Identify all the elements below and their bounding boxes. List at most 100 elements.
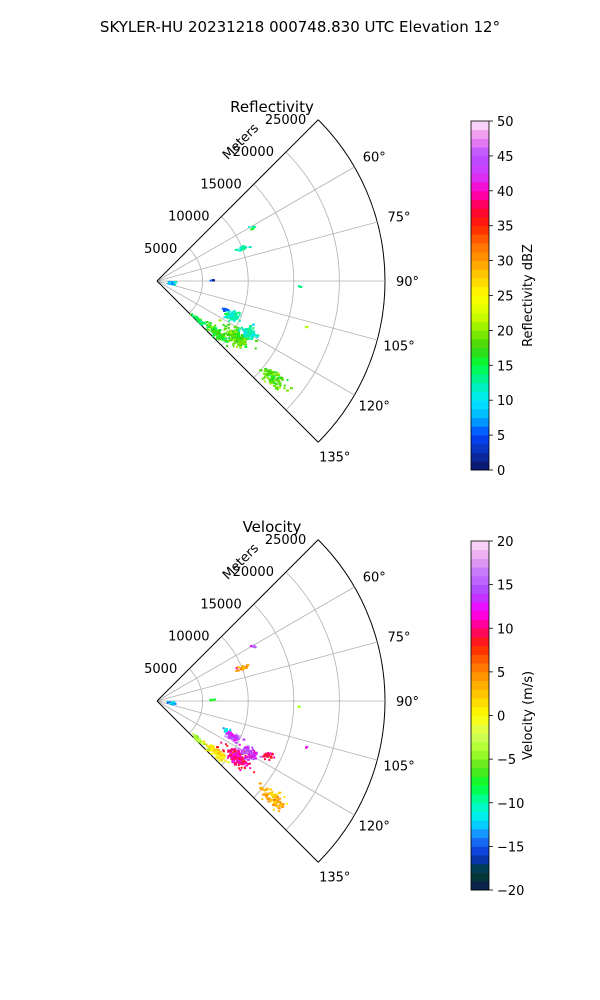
data-point [216,748,219,751]
data-point [238,757,242,760]
colorbar-segment [471,426,489,436]
data-point [166,701,169,704]
r-tick-label: 15000 [200,597,241,612]
data-point [236,340,239,343]
data-point [223,730,226,733]
data-point [212,331,215,334]
data-point [231,335,234,338]
data-point [202,743,206,745]
data-point [237,750,240,753]
data-point [223,333,226,336]
data-point [226,333,230,336]
data-point [233,325,237,328]
r-tick-label: 15000 [200,177,241,192]
data-point [274,379,278,382]
data-point [244,755,247,758]
data-point [277,386,281,389]
data-point [231,759,235,762]
data-point [235,329,239,331]
data-point [215,329,218,332]
data-point [243,342,246,345]
data-point [225,314,228,316]
data-point [249,767,252,770]
data-point [248,750,252,753]
data-point [269,792,273,794]
data-point [243,338,246,340]
data-point [266,797,269,800]
data-point [231,751,235,754]
data-point [271,798,275,801]
data-point [233,758,237,761]
data-point [214,324,217,327]
colorbar-tick-label: 50 [497,115,514,130]
data-point [285,802,288,805]
data-point [220,757,223,760]
data-point [266,788,268,791]
colorbar-segment [471,129,489,139]
colorbar-segment [471,443,489,453]
data-point [220,335,223,338]
colorbar-segment [471,863,489,873]
data-point [220,752,223,755]
data-point [275,800,279,803]
data-point [252,748,254,751]
data-point [238,312,241,315]
data-point [224,759,227,762]
data-point [206,324,209,326]
colorbar-segment [471,636,489,647]
data-point [237,341,241,344]
data-point [228,737,232,740]
data-point [235,733,238,736]
data-point [226,761,230,764]
data-point [242,757,245,760]
data-point [198,321,202,324]
data-point [269,756,273,759]
data-point [244,746,248,749]
data-point [269,755,273,758]
data-point [240,667,242,670]
data-point [235,314,238,316]
data-point [232,761,236,764]
data-point [278,792,280,795]
data-point [241,342,245,345]
data-point [246,749,249,751]
data-point [227,754,231,757]
colorbar-segment [471,435,489,445]
data-point [174,281,178,284]
data-point [212,326,215,329]
data-point [223,316,227,319]
colorbar-tick-label: 5 [497,666,505,681]
data-point [249,752,253,755]
data-point [225,312,229,315]
data-point [277,374,281,376]
colorbar-label: Reflectivity dBZ [521,244,536,347]
data-point [252,323,256,326]
data-point [231,311,234,314]
data-point [273,756,276,759]
data-point [286,389,289,392]
data-point [247,337,250,340]
data-point [235,762,237,764]
data-point [215,750,219,753]
data-point [234,248,238,251]
data-point [249,332,252,335]
data-point [275,386,279,389]
theta-tick-label: 135° [319,871,350,886]
data-point [261,793,265,796]
data-point [274,793,278,796]
data-point [232,737,236,740]
data-point [227,310,231,313]
data-point [263,372,266,375]
data-point [232,737,235,740]
data-point [248,246,252,249]
data-point [213,334,216,337]
data-point [245,762,248,765]
data-point [238,340,241,343]
data-point [269,370,273,373]
data-point [218,335,222,338]
data-point [218,758,221,761]
data-point [215,327,218,330]
data-point [229,313,233,316]
data-point [245,750,249,753]
data-point [224,308,228,311]
